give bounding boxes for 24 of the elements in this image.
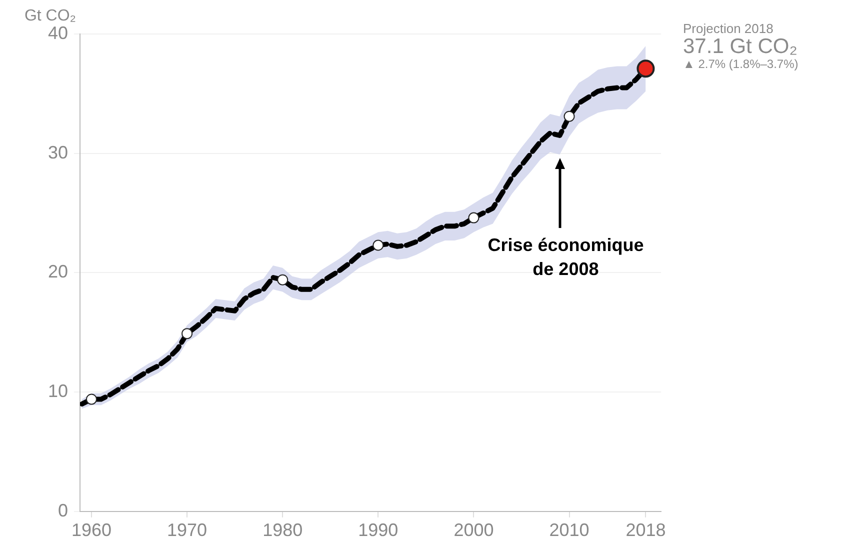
x-tick-label: 1990 <box>358 520 398 540</box>
point <box>564 110 575 122</box>
point <box>86 394 97 405</box>
text: 37.1 Gt CO₂ <box>683 34 798 58</box>
x-tick-label: 2000 <box>454 520 494 540</box>
x-tick-label: 1970 <box>167 520 208 540</box>
y-tick-label: 10 <box>48 381 68 402</box>
point <box>468 212 480 224</box>
y-tick-label: 0 <box>58 500 68 520</box>
text: Projection 2018 <box>683 21 774 36</box>
point <box>182 328 193 340</box>
x-tick-label: 2010 <box>549 520 590 540</box>
y-tick-label: 20 <box>48 262 68 282</box>
text: ▲ 2.7% (1.8%–3.7%) <box>683 56 798 71</box>
point <box>636 60 655 78</box>
annotation: Crise économique de 2008 <box>488 235 644 280</box>
y-tick-label: 30 <box>48 142 68 162</box>
x-tick-label: 1980 <box>262 520 303 540</box>
y-tick-label: 40 <box>48 22 68 43</box>
point <box>372 240 384 251</box>
y-axis-title: Gt CO₂ <box>24 7 76 24</box>
x-tick-label: 2018 <box>626 520 666 540</box>
point <box>277 274 288 286</box>
x-tick-label: 1960 <box>71 520 112 540</box>
